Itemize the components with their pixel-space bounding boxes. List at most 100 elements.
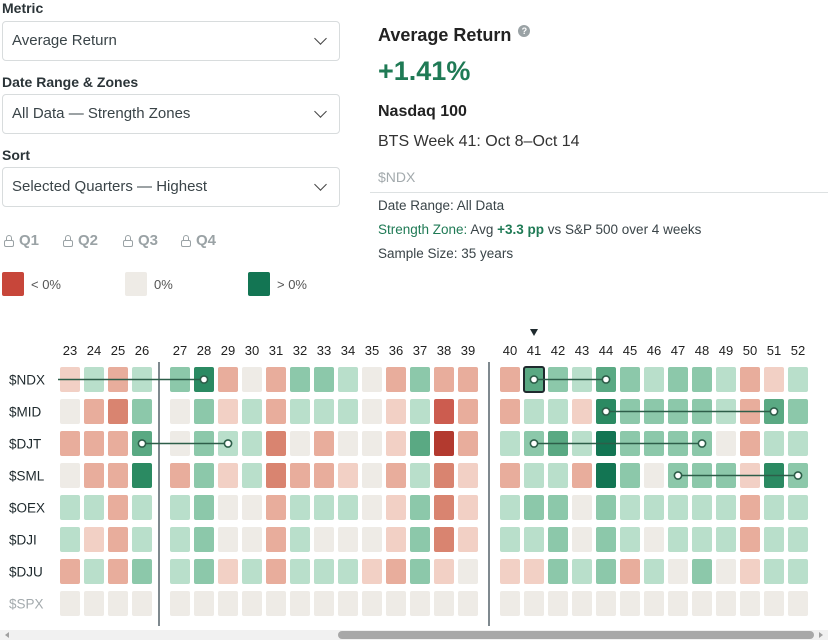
heatmap-cell[interactable]: [108, 431, 128, 456]
heatmap-cell[interactable]: [788, 559, 808, 584]
heatmap-cell[interactable]: [716, 591, 736, 616]
heatmap-cell[interactable]: [362, 559, 382, 584]
heatmap-cell[interactable]: [410, 431, 430, 456]
heatmap-cell[interactable]: [194, 399, 214, 424]
quarter-toggle-q4[interactable]: Q4: [181, 230, 216, 250]
week-header[interactable]: 47: [671, 343, 685, 358]
heatmap-cell[interactable]: [644, 463, 664, 488]
heatmap-cell[interactable]: [60, 495, 80, 520]
heatmap-cell[interactable]: [170, 463, 190, 488]
heatmap-cell[interactable]: [242, 495, 262, 520]
heatmap-cell[interactable]: [266, 527, 286, 552]
heatmap-cell[interactable]: [740, 431, 760, 456]
week-header[interactable]: 35: [365, 343, 379, 358]
heatmap-cell[interactable]: [500, 431, 520, 456]
heatmap-cell[interactable]: [740, 495, 760, 520]
heatmap-cell[interactable]: [740, 559, 760, 584]
week-header[interactable]: 41: [527, 343, 541, 358]
heatmap-cell[interactable]: [194, 559, 214, 584]
heatmap-cell[interactable]: [242, 399, 262, 424]
heatmap-cell[interactable]: [740, 591, 760, 616]
ticker-label[interactable]: $NDX: [9, 373, 45, 388]
heatmap-cell[interactable]: [668, 559, 688, 584]
heatmap-cell[interactable]: [434, 431, 454, 456]
heatmap-cell[interactable]: [266, 463, 286, 488]
ticker-label[interactable]: $DJT: [9, 437, 41, 452]
heatmap-cell[interactable]: [218, 399, 238, 424]
heatmap-cell[interactable]: [132, 495, 152, 520]
heatmap-cell[interactable]: [218, 591, 238, 616]
heatmap-cell[interactable]: [170, 399, 190, 424]
heatmap-cell[interactable]: [362, 495, 382, 520]
heatmap-cell[interactable]: [338, 399, 358, 424]
heatmap-cell[interactable]: [170, 495, 190, 520]
heatmap-cell[interactable]: [218, 367, 238, 392]
week-header[interactable]: 36: [389, 343, 403, 358]
heatmap-cell[interactable]: [764, 367, 784, 392]
heatmap-cell[interactable]: [620, 591, 640, 616]
heatmap-cell[interactable]: [338, 559, 358, 584]
heatmap-cell[interactable]: [434, 591, 454, 616]
heatmap-cell[interactable]: [788, 367, 808, 392]
week-header[interactable]: 32: [293, 343, 307, 358]
heatmap-cell[interactable]: [362, 399, 382, 424]
heatmap-cell[interactable]: [60, 463, 80, 488]
heatmap-cell[interactable]: [108, 559, 128, 584]
week-header[interactable]: 29: [221, 343, 235, 358]
heatmap-cell[interactable]: [386, 399, 406, 424]
week-header[interactable]: 51: [767, 343, 781, 358]
heatmap-cell[interactable]: [242, 527, 262, 552]
heatmap-cell[interactable]: [548, 399, 568, 424]
heatmap-cell[interactable]: [716, 559, 736, 584]
heatmap-cell[interactable]: [290, 399, 310, 424]
heatmap-cell[interactable]: [620, 559, 640, 584]
date-range-select[interactable]: All Data — Strength Zones: [2, 94, 340, 134]
heatmap-cell[interactable]: [500, 367, 520, 392]
heatmap-cell[interactable]: [692, 495, 712, 520]
heatmap-cell[interactable]: [596, 559, 616, 584]
heatmap-cell[interactable]: [524, 463, 544, 488]
ticker-label[interactable]: $SPX: [9, 597, 44, 612]
heatmap-cell[interactable]: [500, 399, 520, 424]
week-header[interactable]: 37: [413, 343, 427, 358]
heatmap-cell[interactable]: [386, 559, 406, 584]
heatmap-cell[interactable]: [434, 559, 454, 584]
heatmap-cell[interactable]: [170, 559, 190, 584]
heatmap-cell[interactable]: [740, 527, 760, 552]
week-header[interactable]: 27: [173, 343, 187, 358]
heatmap-cell[interactable]: [314, 399, 334, 424]
heatmap-cell[interactable]: [242, 463, 262, 488]
heatmap-cell[interactable]: [194, 495, 214, 520]
heatmap-cell[interactable]: [266, 495, 286, 520]
heatmap-cell[interactable]: [290, 495, 310, 520]
heatmap-cell[interactable]: [266, 559, 286, 584]
heatmap-cell[interactable]: [362, 527, 382, 552]
heatmap-cell[interactable]: [434, 495, 454, 520]
heatmap-cell[interactable]: [314, 527, 334, 552]
ticker-label[interactable]: $MID: [9, 405, 42, 420]
heatmap-cell[interactable]: [668, 495, 688, 520]
heatmap-cell[interactable]: [668, 591, 688, 616]
heatmap-cell[interactable]: [740, 367, 760, 392]
week-header[interactable]: 50: [743, 343, 757, 358]
heatmap-cell[interactable]: [386, 431, 406, 456]
heatmap-cell[interactable]: [500, 463, 520, 488]
heatmap-cell[interactable]: [290, 463, 310, 488]
heatmap-cell[interactable]: [668, 367, 688, 392]
heatmap-cell[interactable]: [132, 559, 152, 584]
heatmap-cell[interactable]: [218, 527, 238, 552]
heatmap-cell[interactable]: [500, 527, 520, 552]
heatmap-cell[interactable]: [620, 367, 640, 392]
heatmap-cell[interactable]: [458, 399, 478, 424]
heatmap-cell[interactable]: [266, 399, 286, 424]
heatmap-cell[interactable]: [764, 495, 784, 520]
heatmap-cell[interactable]: [548, 559, 568, 584]
heatmap-cell[interactable]: [572, 399, 592, 424]
week-header[interactable]: 44: [599, 343, 613, 358]
heatmap-cell[interactable]: [410, 399, 430, 424]
quarter-toggle-q3[interactable]: Q3: [123, 230, 158, 250]
heatmap-cell[interactable]: [764, 559, 784, 584]
sort-select[interactable]: Selected Quarters — Highest: [2, 167, 340, 207]
heatmap-cell[interactable]: [108, 399, 128, 424]
heatmap-cell[interactable]: [788, 399, 808, 424]
